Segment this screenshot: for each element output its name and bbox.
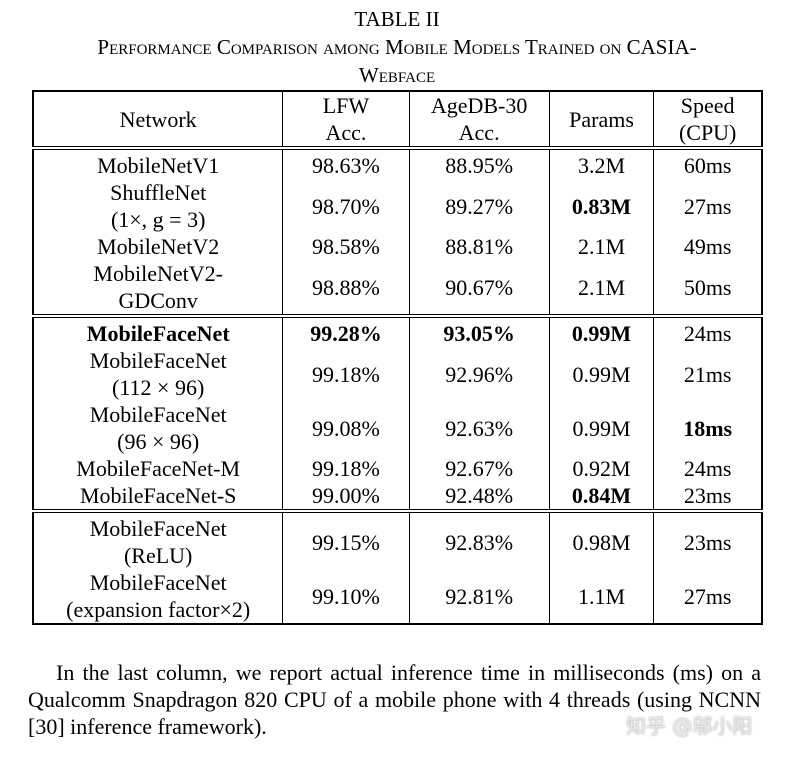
value-cell: 3.2M [548,148,655,179]
table-row: MobileNetV1 98.63% 88.95% 3.2M 60ms [32,148,763,179]
value-cell: 0.92M [548,455,655,482]
value-cell: 92.67% [408,455,550,482]
table-title: Performance Comparison among Mobile Mode… [97,35,697,87]
column-header: Params [548,91,655,150]
header-row: Network LFW Acc. AgeDB-30 Acc. Params Speed … [32,91,763,150]
table-row: MobileNetV2 98.58% 88.81% 2.1M 49ms [32,233,763,260]
value-cell: 99.18% [282,455,410,482]
value-cell: 92.63% [408,401,550,455]
value-cell: 0.98M [548,511,655,569]
value-cell: 89.27% [408,179,550,233]
table-note: In the last column, we report actual inf… [28,660,761,739]
value-cell: 27ms [653,179,763,233]
network-cell: MobileNetV2- GDConv [32,260,284,318]
value-cell: 88.81% [408,233,550,260]
value-cell: 23ms [653,511,763,569]
table-row: MobileNetV2- GDConv 98.88% 90.67% 2.1M 50ms [32,260,763,318]
value-cell: 0.99M [548,401,655,455]
table-head: Network LFW Acc. AgeDB-30 Acc. Params Speed … [32,91,763,150]
table-row: MobileFaceNet-S 99.00% 92.48% 0.84M 23ms [32,482,763,513]
watermark: 知乎 @邬小阳 [626,714,753,738]
value-cell: 23ms [653,482,763,513]
network-cell: MobileFaceNet (96 × 96) [32,401,284,455]
value-cell: 99.28% [282,316,410,347]
value-cell: 1.1M [548,569,655,624]
value-cell: 24ms [653,455,763,482]
network-cell: MobileFaceNet (112 × 96) [32,347,284,401]
value-cell: 50ms [653,260,763,318]
table-row: MobileFaceNet (96 × 96) 99.08% 92.63% 0.99M… [32,401,763,455]
value-cell: 18ms [653,401,763,455]
value-cell: 99.18% [282,347,410,401]
table-row: MobileFaceNet 99.28% 93.05% 0.99M 24ms [32,316,763,347]
comparison-table: Network LFW Acc. AgeDB-30 Acc. Params Speed … [32,90,763,625]
value-cell: 92.81% [408,569,550,624]
table-body: MobileNetV1 98.63% 88.95% 3.2M 60ms ShuffleNe… [32,148,763,624]
table-row: MobileFaceNet (ReLU) 99.15% 92.83% 0.98M 23m… [32,511,763,569]
table-row: MobileFaceNet (expansion factor×2) 99.10%… [32,569,763,624]
value-cell: 99.10% [282,569,410,624]
network-cell: MobileFaceNet (ReLU) [32,511,284,569]
column-header: Network [32,91,284,150]
value-cell: 92.83% [408,511,550,569]
network-cell: MobileNetV2 [32,233,284,260]
value-cell: 0.99M [548,316,655,347]
value-cell: 98.63% [282,148,410,179]
value-cell: 2.1M [548,260,655,318]
network-cell: MobileFaceNet-S [32,482,284,513]
value-cell: 21ms [653,347,763,401]
value-cell: 98.88% [282,260,410,318]
value-cell: 0.99M [548,347,655,401]
value-cell: 27ms [653,569,763,624]
network-cell: MobileNetV1 [32,148,284,179]
value-cell: 60ms [653,148,763,179]
value-cell: 49ms [653,233,763,260]
value-cell: 88.95% [408,148,550,179]
network-cell: ShuffleNet (1×, g = 3) [32,179,284,233]
value-cell: 24ms [653,316,763,347]
network-cell: MobileFaceNet [32,316,284,347]
value-cell: 99.00% [282,482,410,513]
table-row: MobileFaceNet-M 99.18% 92.67% 0.92M 24ms [32,455,763,482]
value-cell: 2.1M [548,233,655,260]
column-header: AgeDB-30 Acc. [408,91,550,150]
table-label: TABLE II [354,7,440,31]
value-cell: 98.58% [282,233,410,260]
value-cell: 98.70% [282,179,410,233]
value-cell: 90.67% [408,260,550,318]
column-header: LFW Acc. [282,91,410,150]
table-row: MobileFaceNet (112 × 96) 99.18% 92.96% 0.99… [32,347,763,401]
value-cell: 92.96% [408,347,550,401]
value-cell: 0.83M [548,179,655,233]
value-cell: 92.48% [408,482,550,513]
value-cell: 93.05% [408,316,550,347]
column-header: Speed (CPU) [653,91,763,150]
table-row: ShuffleNet (1×, g = 3) 98.70% 89.27% 0.83M 2… [32,179,763,233]
network-cell: MobileFaceNet (expansion factor×2) [32,569,284,624]
value-cell: 99.08% [282,401,410,455]
network-cell: MobileFaceNet-M [32,455,284,482]
value-cell: 0.84M [548,482,655,513]
value-cell: 99.15% [282,511,410,569]
